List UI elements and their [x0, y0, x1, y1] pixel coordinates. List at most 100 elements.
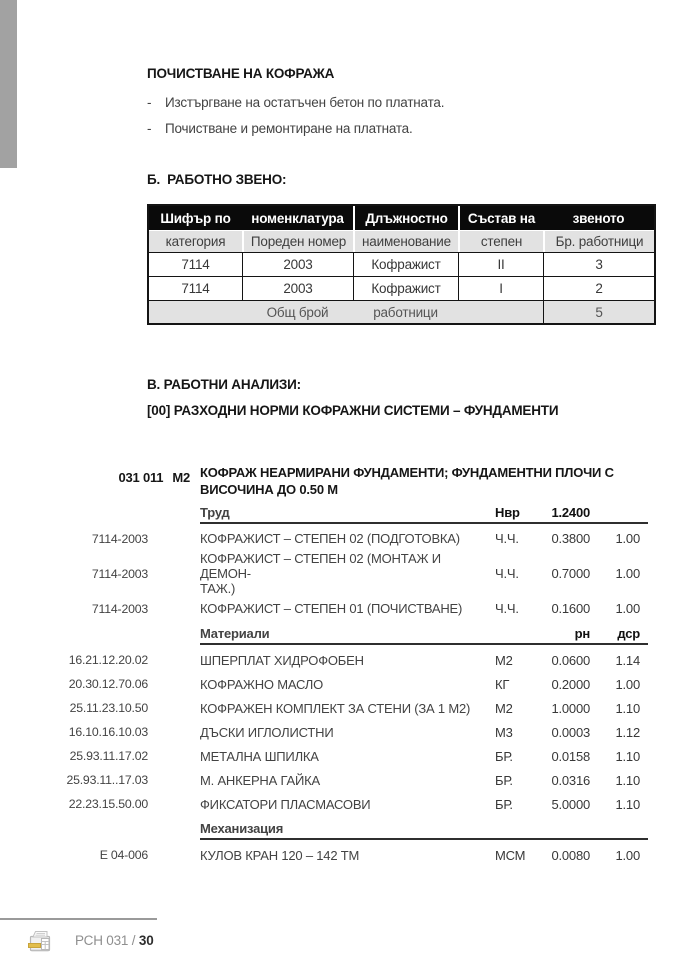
row-qty: 0.0316 — [551, 772, 590, 788]
row-unit: Ч.Ч. — [495, 531, 519, 546]
row-unit: БР. — [495, 772, 513, 788]
row-qty: 0.0080 — [551, 847, 590, 863]
bullet-dash: - — [147, 121, 152, 136]
row-unit: М2 — [495, 700, 513, 716]
row-unit: Ч.Ч. — [495, 566, 519, 581]
item-title: КОФРАЖ НЕАРМИРАНИ ФУНДАМЕНТИ; ФУНДАМЕНТН… — [200, 465, 614, 497]
mechanization-section-header: Механизация — [60, 821, 648, 840]
row-unit: БР. — [495, 796, 513, 812]
row-description: ФИКСАТОРИ ПЛАСМАСОВИ — [200, 796, 371, 812]
table-row: Е 04-006 КУЛОВ КРАН 120 – 142 ТМ МСМ 0.0… — [60, 843, 648, 867]
bullet-dash: - — [147, 95, 152, 110]
row-code: 25.93.11.17.02 — [69, 749, 149, 763]
page-margin-bar — [0, 0, 17, 168]
table-row: 25.93.11.17.02 МЕТАЛНА ШПИЛКА БР. 0.0158… — [60, 744, 648, 768]
table-row: 7114 2003 Кофражист II 3 — [149, 252, 654, 276]
crew-table-header-row: Шифър по номенклатура Длъжностно Състав … — [149, 206, 654, 230]
item-code: 031 011 — [118, 470, 164, 485]
row-coef: 1.10 — [615, 796, 640, 812]
row-qty: 0.2000 — [551, 676, 590, 692]
row-description: М. АНКЕРНА ГАЙКА — [200, 772, 320, 788]
page-number: 30 — [138, 933, 154, 948]
row-coef: 1.00 — [615, 676, 640, 692]
row-qty: 0.0600 — [551, 652, 590, 668]
cell-workers: 3 — [543, 252, 654, 276]
row-description: КОФРАЖИСТ – СТЕПЕН 02 (ПОДГОТОВКА) — [200, 531, 460, 546]
column-header: Длъжностно — [353, 206, 458, 230]
row-coef: 1.00 — [615, 847, 640, 863]
cell-grade: I — [458, 276, 543, 300]
cell-number: 2003 — [242, 252, 353, 276]
row-description: КОФРАЖИСТ – СТЕПЕН 02 (МОНТАЖ И ДЕМОН- Т… — [200, 551, 441, 596]
row-qty: 0.0003 — [551, 724, 590, 740]
row-qty: 0.1600 — [551, 601, 590, 616]
row-description: КОФРАЖЕН КОМПЛЕКТ ЗА СТЕНИ (ЗА 1 М2) — [200, 700, 471, 716]
row-coef: 1.10 — [615, 700, 640, 716]
row-unit: БР. — [495, 748, 513, 764]
labor-rows: 7114-2003 КОФРАЖИСТ – СТЕПЕН 02 (ПОДГОТО… — [60, 526, 648, 621]
column-header: Шифър по — [149, 206, 242, 230]
crew-table: Шифър по номенклатура Длъжностно Състав … — [147, 204, 656, 325]
materials-qty-label: рн — [574, 626, 591, 641]
cell-category: 7114 — [149, 252, 242, 276]
total-label: работници — [373, 304, 438, 320]
materials-rows: 16.21.12.20.02 ШПЕРПЛАТ ХИДРОФОБЕН М2 0.… — [60, 648, 648, 816]
cell-category: 7114 — [149, 276, 242, 300]
row-qty: 1.0000 — [551, 700, 590, 716]
item-unit: М2 — [172, 470, 190, 485]
page-footer: РСН 031 / 30 — [75, 933, 154, 948]
section-analyses-heading: В. РАБОТНИ АНАЛИЗИ: — [147, 377, 301, 392]
cell-workers: 2 — [543, 276, 654, 300]
table-row: 7114 2003 Кофражист I 2 — [149, 276, 654, 300]
document-reference: РСН 031 / — [75, 933, 139, 948]
column-subheader: категория — [149, 230, 242, 252]
row-description: КУЛОВ КРАН 120 – 142 ТМ — [200, 847, 360, 863]
section-cleaning-heading: ПОЧИСТВАНЕ НА КОФРАЖА — [147, 66, 335, 81]
row-unit: М3 — [495, 724, 513, 740]
row-code: 7114-2003 — [91, 566, 148, 581]
table-row: 22.23.15.50.00 ФИКСАТОРИ ПЛАСМАСОВИ БР. … — [60, 792, 648, 816]
table-row: 16.21.12.20.02 ШПЕРПЛАТ ХИДРОФОБЕН М2 0.… — [60, 648, 648, 672]
total-label-cell: Общ брой работници — [149, 300, 543, 323]
bullet-text: Изстъргване на остатъчен бетон по платна… — [165, 95, 445, 110]
row-coef: 1.00 — [615, 601, 640, 616]
row-qty: 0.3800 — [551, 531, 590, 546]
crew-table-subheader-row: категория Пореден номер наименование сте… — [149, 230, 654, 252]
row-coef: 1.12 — [615, 724, 640, 740]
analysis-block: 031 011 М2 КОФРАЖ НЕАРМИРАНИ ФУНДАМЕНТИ;… — [60, 464, 648, 867]
table-row: 25.93.11..17.03 М. АНКЕРНА ГАЙКА БР. 0.0… — [60, 768, 648, 792]
mechanization-rows: Е 04-006 КУЛОВ КРАН 120 – 142 ТМ МСМ 0.0… — [60, 843, 648, 867]
row-qty: 0.0158 — [551, 748, 590, 764]
row-code: Е 04-006 — [99, 848, 149, 862]
row-code: 16.10.16.10.03 — [68, 725, 148, 739]
labor-label: Труд — [200, 505, 230, 520]
section-crew-heading: Б. РАБОТНО ЗВЕНО: — [147, 172, 287, 187]
column-header: Състав на — [458, 206, 543, 230]
cell-grade: II — [458, 252, 543, 276]
row-code: 16.21.12.20.02 — [68, 653, 148, 667]
row-qty: 0.7000 — [551, 566, 590, 581]
column-header: номенклатура — [242, 206, 353, 230]
bullet-text: Почистване и ремонтиране на платната. — [165, 121, 413, 136]
row-coef: 1.00 — [615, 566, 640, 581]
row-coef: 1.14 — [615, 652, 640, 668]
row-description: КОФРАЖИСТ – СТЕПЕН 01 (ПОЧИСТВАНЕ) — [200, 601, 463, 616]
row-code: 22.23.15.50.00 — [68, 797, 148, 811]
row-description: ДЪСКИ ИГЛОЛИСТНИ — [200, 724, 334, 740]
table-row: 20.30.12.70.06 КОФРАЖНО МАСЛО КГ 0.2000 … — [60, 672, 648, 696]
crew-table-total-row: Общ брой работници 5 — [149, 300, 654, 323]
cleaning-bullet-list: - Изстъргване на остатъчен бетон по плат… — [147, 95, 444, 147]
materials-label: Материали — [200, 626, 270, 641]
row-unit: КГ — [495, 676, 510, 692]
row-unit: Ч.Ч. — [495, 601, 519, 616]
total-value: 5 — [543, 300, 654, 323]
row-code: 7114-2003 — [91, 601, 148, 616]
cell-number: 2003 — [242, 276, 353, 300]
row-description: КОФРАЖНО МАСЛО — [200, 676, 324, 692]
materials-coef-label: дср — [617, 626, 640, 641]
row-coef: 1.00 — [615, 531, 640, 546]
table-row: 7114-2003 КОФРАЖИСТ – СТЕПЕН 02 (МОНТАЖ … — [60, 551, 648, 596]
row-description: МЕТАЛНА ШПИЛКА — [200, 748, 319, 764]
total-label: Общ брой — [266, 304, 329, 320]
